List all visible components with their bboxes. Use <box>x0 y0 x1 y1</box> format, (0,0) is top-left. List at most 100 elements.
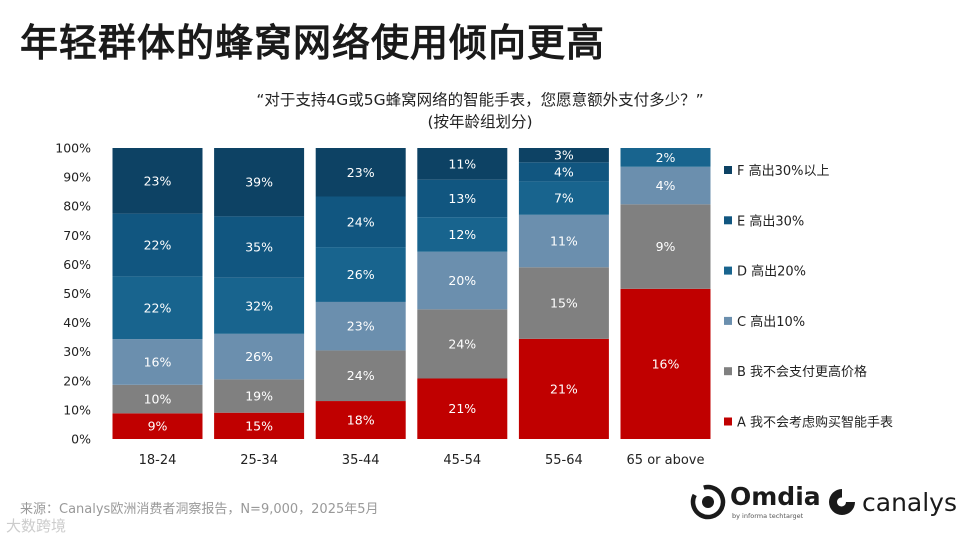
bar-data-label: 10% <box>144 392 172 407</box>
bar-data-label: 24% <box>347 368 375 383</box>
bar-data-label: 35% <box>245 240 273 255</box>
legend-label-b: B 我不会支付更高价格 <box>737 364 867 380</box>
bar-segment-a <box>620 288 711 439</box>
bar-data-label: 26% <box>347 267 375 282</box>
bar-segment-a <box>518 338 609 439</box>
y-tick-label: 100% <box>55 141 91 156</box>
bar-segment-b <box>620 204 711 289</box>
bar-segment-e <box>417 179 508 218</box>
canalys-wordmark: canalys <box>862 488 957 517</box>
chart-subtitle-question: “对于支持4G或5G蜂窝网络的智能手表，您愿意额外支付多少？” <box>256 91 704 109</box>
canalys-mark-icon <box>829 489 855 515</box>
bar-data-label: 15% <box>550 296 578 311</box>
bar-segment-b <box>315 350 406 402</box>
bar-data-label: 32% <box>245 298 273 313</box>
stacked-bar-chart: 0% 10% 20% 30% 40% 50% 60% 70% 80% 90% 100% 9% 10% 16… <box>55 141 893 469</box>
y-tick-label: 30% <box>63 344 91 359</box>
y-tick-label: 0% <box>71 432 91 447</box>
bar-data-label: 15% <box>245 418 273 433</box>
bar-data-label: 39% <box>245 175 273 190</box>
omdia-logo: Omdia by informa techtarget <box>690 482 821 524</box>
bar-segment-c <box>112 339 203 385</box>
source-note: 来源：Canalys欧洲消费者洞察报告，N=9,000，2025年5月 <box>20 502 379 517</box>
bar-segment-f <box>518 148 609 163</box>
bar-segment-b <box>112 384 203 414</box>
legend-swatch-c <box>724 316 732 325</box>
page-title: 年轻群体的蜂窝网络使用倾向更高 <box>20 21 606 65</box>
legend-swatch-a <box>724 417 732 426</box>
x-category-label: 45-54 <box>443 453 481 468</box>
bar-segment-d <box>315 247 406 302</box>
x-category-label: 55-64 <box>545 453 583 468</box>
bar-data-label: 23% <box>347 319 375 334</box>
y-tick-label: 90% <box>63 170 91 185</box>
bar-data-label: 9% <box>148 419 168 434</box>
bar-segment-b <box>214 379 305 413</box>
bar-data-label: 12% <box>448 227 476 242</box>
bar-data-label: 26% <box>245 349 273 364</box>
y-tick-label: 10% <box>63 402 91 417</box>
bar-data-label: 7% <box>554 191 574 206</box>
bar-segment-c <box>417 251 508 310</box>
bar-segment-c <box>620 166 711 205</box>
legend-swatch-d <box>724 266 732 275</box>
bar-segment-d <box>620 148 711 167</box>
y-tick-label: 70% <box>63 228 91 243</box>
bar-segment-c <box>214 333 305 380</box>
canalys-logo: canalys <box>826 484 957 520</box>
bar-segment-c <box>518 214 609 268</box>
bar-data-label: 23% <box>347 165 375 180</box>
bar-segment-a <box>315 401 406 439</box>
legend-swatch-e <box>724 216 732 225</box>
legend-swatch-f <box>724 166 732 174</box>
bar-segment-e <box>214 216 305 278</box>
y-tick-label: 40% <box>63 315 91 330</box>
legend-label-f: F 高出30%以上 <box>737 163 830 179</box>
legend-label-d: D 高出20% <box>737 264 806 280</box>
bar-data-label: 20% <box>448 273 476 288</box>
bar-segment-b <box>518 267 609 339</box>
bar-data-label: 3% <box>554 148 574 163</box>
bar-segment-a <box>112 413 203 439</box>
bar-data-label: 24% <box>347 214 375 229</box>
y-tick-label: 50% <box>63 286 91 301</box>
y-tick-label: 20% <box>63 373 91 388</box>
bar-data-label: 9% <box>656 239 676 254</box>
bar-segment-b <box>417 309 508 379</box>
bar-data-label: 2% <box>656 150 676 165</box>
legend-label-a: A 我不会考虑购买智能手表 <box>737 415 893 431</box>
bar-data-label: 18% <box>347 413 375 428</box>
bar-segment-e <box>112 213 203 277</box>
legend-label-c: C 高出10% <box>737 314 805 330</box>
bar-segment-f <box>417 148 508 180</box>
bar-data-label: 23% <box>144 173 172 188</box>
bar-segment-f <box>112 148 203 214</box>
y-tick-label: 60% <box>63 257 91 272</box>
bar-segment-f <box>214 148 305 217</box>
bar-data-label: 22% <box>144 238 172 253</box>
bar-data-label: 21% <box>448 401 476 416</box>
omdia-subline: by informa techtarget <box>732 512 804 520</box>
bar-data-label: 19% <box>245 389 273 404</box>
bar-segment-e <box>518 162 609 182</box>
bar-data-label: 21% <box>550 381 578 396</box>
bar-data-label: 4% <box>656 178 676 193</box>
bar-data-label: 22% <box>144 300 172 315</box>
bar-data-label: 24% <box>448 336 476 351</box>
y-tick-label: 80% <box>63 199 91 214</box>
legend-label-e: E 高出30% <box>737 213 804 229</box>
bar-data-label: 16% <box>652 356 680 371</box>
bar-segment-d <box>417 217 508 252</box>
x-category-label: 65 or above <box>627 453 705 468</box>
bar-data-label: 16% <box>144 354 172 369</box>
chart-subtitle-grouping: (按年龄组划分) <box>427 113 533 131</box>
bar-data-label: 4% <box>554 164 574 179</box>
bar-segment-d <box>112 276 203 340</box>
bar-segment-e <box>315 196 406 248</box>
bar-data-label: 11% <box>550 234 578 249</box>
bar-data-label: 13% <box>448 191 476 206</box>
omdia-wordmark: Omdia <box>730 482 821 511</box>
bar-segment-a <box>417 378 508 439</box>
bar-segment-f <box>315 148 406 197</box>
bar-segment-a <box>214 412 305 439</box>
